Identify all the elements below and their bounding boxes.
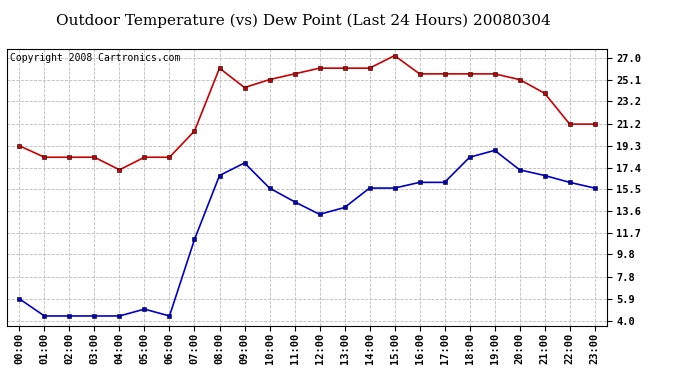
Text: Outdoor Temperature (vs) Dew Point (Last 24 Hours) 20080304: Outdoor Temperature (vs) Dew Point (Last… [56, 13, 551, 27]
Text: Copyright 2008 Cartronics.com: Copyright 2008 Cartronics.com [10, 53, 180, 63]
